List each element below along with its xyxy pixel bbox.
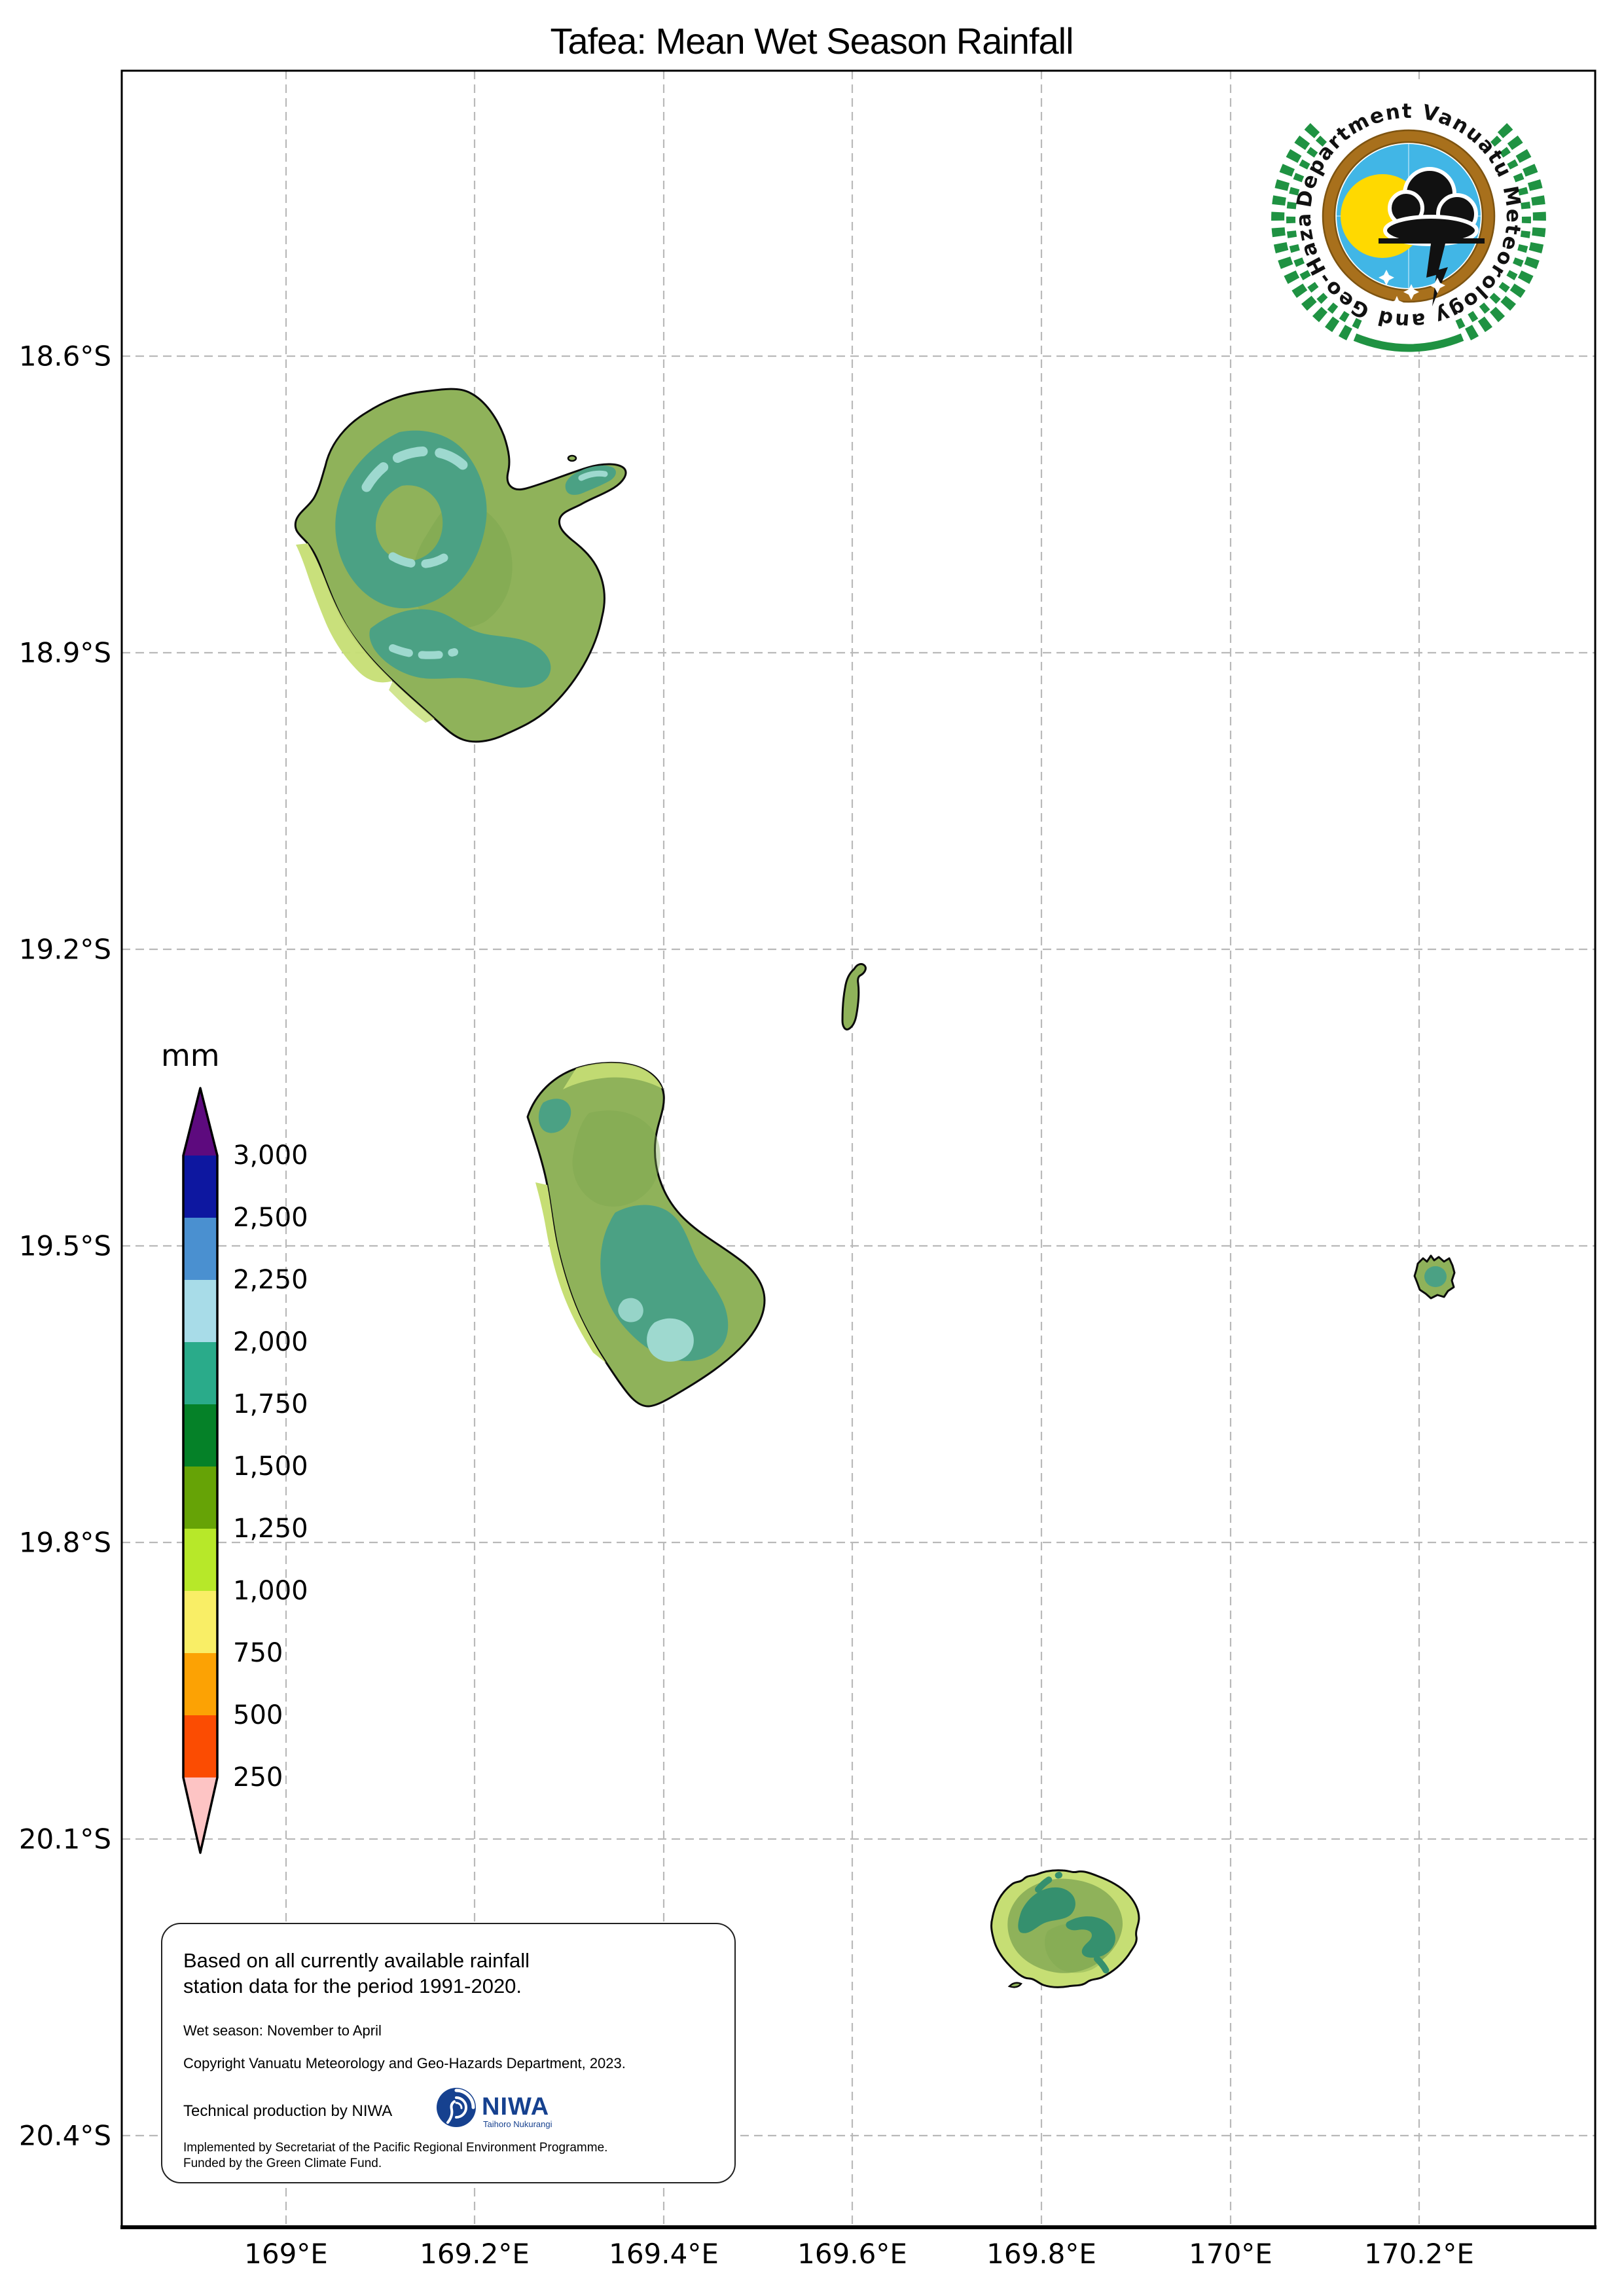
lon-tick-170E: 170°E: [1189, 2238, 1272, 2270]
lat-tick-19.2S: 19.2°S: [18, 933, 111, 966]
niwa-wordmark: NIWA: [482, 2093, 550, 2121]
lightning-icon: [1426, 244, 1448, 306]
tanna-summit-cyan-2: [618, 1298, 643, 1322]
aneityum-shade: [1045, 1923, 1106, 1973]
lat-tick-20.4S: 20.4°S: [18, 2119, 111, 2152]
colorbar-arrow-bottom: [183, 1777, 217, 1853]
colorbar-label-1000: 1,000: [233, 1576, 308, 1606]
credits-implemented-line: Implemented by Secretariat of the Pacifi…: [183, 2141, 608, 2155]
credits-line1: Based on all currently available rainfal…: [183, 1948, 530, 1999]
credits-implemented: Implemented by Secretariat of the Pacifi…: [183, 2140, 607, 2172]
erromango-highland-south: [369, 609, 551, 688]
credits-season: Wet season: November to April: [183, 2022, 382, 2039]
credits-line1a: Based on all currently available rainfal…: [183, 1949, 530, 1972]
tanna-shade: [572, 1110, 660, 1207]
lat-tick-20.1S: 20.1°S: [18, 1823, 111, 1855]
credits-box: Based on all currently available rainfal…: [161, 1923, 736, 2183]
colorbar-seg: [183, 1591, 217, 1653]
credits-copyright: Copyright Vanuatu Meteorology and Geo-Ha…: [183, 2055, 626, 2071]
map-title: Tafea: Mean Wet Season Rainfall: [550, 20, 1074, 62]
storm-cloud-icon: [1383, 167, 1479, 246]
erromango-ridge-cyan-3: [389, 644, 458, 659]
colorbar-label-2500: 2,500: [233, 1203, 308, 1233]
colorbar-label-1750: 1,750: [233, 1389, 308, 1419]
lon-tick-170.2E: 170.2°E: [1364, 2238, 1474, 2270]
colorbar-seg: [183, 1715, 217, 1777]
lat-tick-19.8S: 19.8°S: [18, 1526, 111, 1559]
colorbar-label-750: 750: [233, 1638, 283, 1668]
graticule: [122, 71, 1595, 2227]
lat-tick-18.9S: 18.9°S: [18, 636, 111, 669]
colorbar-label-2250: 2,250: [233, 1265, 308, 1295]
colorbar-label-500: 500: [233, 1700, 283, 1730]
island-erromango: [294, 388, 627, 743]
colorbar-label-3000: 3,000: [233, 1140, 308, 1171]
islet-near-erromango: [567, 454, 577, 462]
erromango-ridge-cyan: [361, 446, 478, 492]
tanna-coastal-lowland: [535, 1182, 606, 1363]
tanna-coastal-lowland-n: [563, 1063, 662, 1089]
niwa-tagline: Taihoro Nukurangi: [483, 2119, 552, 2129]
credits-production: Technical production by NIWA: [183, 2102, 393, 2120]
colorbar-seg: [183, 1218, 217, 1280]
erromango-coastal-lowland: [296, 543, 393, 683]
colorbar-label-250: 250: [233, 1762, 283, 1793]
island-futuna: [1413, 1254, 1456, 1300]
colorbar-outline: [182, 1087, 219, 1854]
stars-icon: [1379, 270, 1465, 309]
niwa-logo: [437, 2088, 476, 2127]
lon-tick-169E: 169°E: [244, 2238, 328, 2270]
tanna-summit-cyan: [647, 1318, 694, 1362]
colorbar-seg: [183, 1156, 217, 1218]
lon-tick-169.2E: 169.2°E: [420, 2238, 530, 2270]
colorbar: [182, 1087, 219, 1854]
lat-tick-18.6S: 18.6°S: [18, 340, 111, 373]
lon-tick-169.4E: 169.4°E: [609, 2238, 719, 2270]
islet-mystery-island: [1007, 1982, 1022, 1988]
colorbar-arrow-top: [183, 1088, 217, 1156]
colorbar-seg: [183, 1342, 217, 1404]
credits-funded-line: Funded by the Green Climate Fund.: [183, 2157, 382, 2170]
colorbar-label-1250: 1,250: [233, 1514, 308, 1544]
colorbar-seg: [183, 1404, 217, 1467]
island-tanna: [526, 1062, 766, 1408]
colorbar-seg: [183, 1280, 217, 1342]
island-aniwa: [841, 963, 867, 1030]
colorbar-seg: [183, 1467, 217, 1529]
erromango-arm-cyan: [578, 470, 608, 481]
colorbar-label-1500: 1,500: [233, 1451, 308, 1482]
tanna-highland-nw: [538, 1099, 571, 1133]
aneityum-ridge-spur: [1035, 1872, 1111, 1978]
erromango-ridge-cyan-2: [388, 552, 448, 568]
colorbar-unit: mm: [161, 1038, 220, 1073]
wreath-icon: [1271, 122, 1546, 352]
lon-tick-169.8E: 169.8°E: [986, 2238, 1096, 2270]
futuna-highland: [1424, 1266, 1447, 1287]
lon-tick-169.6E: 169.6°E: [797, 2238, 907, 2270]
credits-line1b: station data for the period 1991-2020.: [183, 1975, 522, 1997]
aneityum-ridge-west: [1018, 1887, 1075, 1933]
lat-tick-19.5S: 19.5°S: [18, 1230, 111, 1262]
erromango-coastal-lowland-2: [389, 681, 435, 723]
aneityum-ridge-east: [1066, 1916, 1115, 1958]
colorbar-label-2000: 2,000: [233, 1327, 308, 1357]
plot-frame: [120, 69, 1597, 2229]
colorbar-seg: [183, 1653, 217, 1715]
colorbar-seg: [183, 1529, 217, 1591]
island-aneityum: [990, 1869, 1140, 1988]
